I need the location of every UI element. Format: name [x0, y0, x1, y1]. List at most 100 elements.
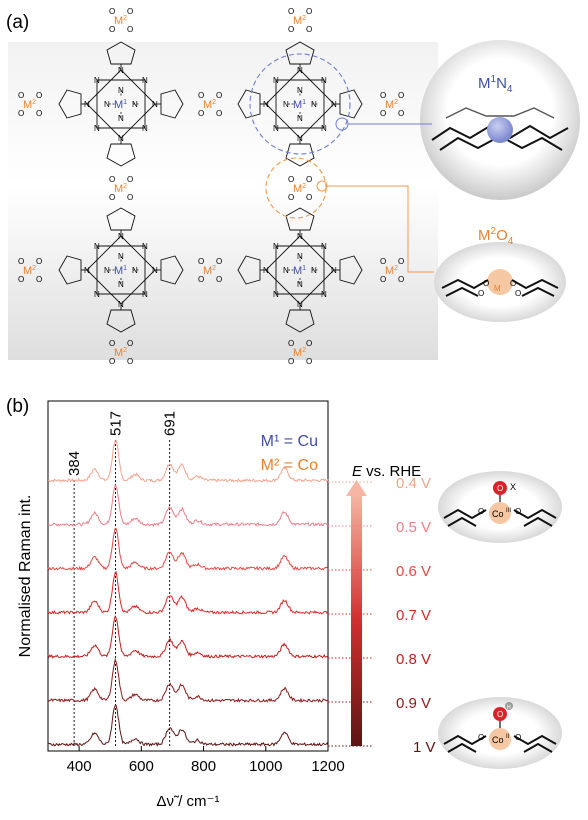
oxygen-atom: O	[398, 275, 404, 284]
oxygen-atom: O	[398, 257, 404, 266]
oxygen-atom: O	[398, 109, 404, 118]
metal2-label: M2	[114, 347, 127, 359]
oxygen-atom: O	[198, 257, 204, 266]
nitrogen-atom: N	[263, 266, 269, 275]
nitrogen-atom: N	[104, 100, 110, 109]
x-tick-label: 1000	[249, 758, 282, 775]
nitrogen-atom: N	[297, 280, 303, 289]
nitrogen-atom: N	[94, 124, 100, 133]
m2o4-molecule: O O O O M	[441, 269, 559, 298]
svg-text:O: O	[515, 289, 521, 298]
svg-text:O: O	[478, 289, 484, 298]
nitrogen-atom: N	[297, 252, 303, 261]
oxygen-atom: O	[109, 7, 115, 16]
peak-labels: 384 517 691	[66, 411, 179, 476]
nitrogen-atom: N	[321, 290, 327, 299]
potential-axis-title: E vs. RHE	[352, 463, 421, 480]
svg-text:M: M	[494, 284, 501, 293]
nitrogen-atom: N	[331, 100, 337, 109]
oxygen-atom: O	[36, 109, 42, 118]
nitrogen-atom: N	[273, 242, 279, 251]
svg-text:III: III	[506, 508, 511, 514]
svg-text:O: O	[483, 279, 489, 288]
spectrum-line	[47, 571, 329, 615]
potential-label: 0.7 V	[396, 607, 431, 624]
svg-text:O: O	[510, 279, 516, 288]
inset-m1n4: M1N4	[420, 40, 580, 200]
oxygen-atom: O	[18, 91, 24, 100]
plot-frame	[47, 400, 329, 752]
x-tick-label: 400	[67, 758, 92, 775]
nitrogen-atom: N	[297, 134, 303, 143]
spectrum-line	[47, 657, 329, 703]
nitrogen-atom: N	[94, 76, 100, 85]
nitrogen-atom: N	[273, 124, 279, 133]
inset-m2o4: O O O O M M2O4	[434, 226, 566, 322]
oxygen-atom: O	[109, 193, 115, 202]
nitrogen-atom: N	[311, 266, 317, 275]
oxygen-atom: O	[127, 193, 133, 202]
nitrogen-atom: N	[118, 280, 124, 289]
metal2-label: M2	[23, 265, 36, 277]
metal2-label: M2	[385, 99, 398, 111]
metal2-label: M2	[114, 183, 127, 195]
oxygen-atom: O	[288, 357, 294, 366]
oxygen-atom: O	[306, 357, 312, 366]
oxygen-atom: O	[216, 275, 222, 284]
raman-chart: 400 600 800 1000 1200 Δν̃ / cm⁻¹ Normalised …	[17, 400, 345, 810]
nitrogen-atom: N	[297, 66, 303, 75]
spectrum-line	[47, 705, 329, 748]
hydrogen-atom	[505, 702, 513, 710]
oxygen-atom: O	[127, 339, 133, 348]
svg-text:O: O	[515, 733, 521, 742]
nitrogen-atom: N	[273, 76, 279, 85]
metal1-label: M1	[293, 99, 306, 111]
metal2-label: M2	[293, 347, 306, 359]
nitrogen-atom: N	[273, 290, 279, 299]
svg-text:O: O	[478, 733, 484, 742]
nitrogen-atom: N	[283, 266, 289, 275]
oxygen-atom: O	[398, 91, 404, 100]
oxygen-atom: O	[109, 339, 115, 348]
nitrogen-atom: N	[142, 124, 148, 133]
nitrogen-atom: N	[152, 266, 158, 275]
oxygen-atom: O	[198, 275, 204, 284]
oxygen-atom: O	[216, 109, 222, 118]
metal1-label: M1	[293, 265, 306, 277]
nitrogen-atom: N	[94, 290, 100, 299]
oxygen-atom: O	[36, 91, 42, 100]
nitrogen-atom: N	[142, 290, 148, 299]
nitrogen-atom: N	[118, 114, 124, 123]
nitrogen-atom: N	[297, 300, 303, 309]
oxygen-atom: O	[198, 91, 204, 100]
spectra	[47, 439, 329, 748]
nitrogen-atom: N	[104, 266, 110, 275]
nitrogen-atom: N	[297, 232, 303, 241]
potential-labels: 0.4 V 0.5 V 0.6 V 0.7 V 0.8 V 0.9 V 1 V	[328, 475, 436, 756]
svg-text:O: O	[497, 710, 503, 719]
metal2-label: M2	[293, 183, 306, 195]
highlight-m2o4-circle	[265, 157, 327, 219]
nitrogen-atom: N	[152, 100, 158, 109]
oxygen-atom: O	[109, 175, 115, 184]
svg-text:O: O	[497, 484, 503, 493]
oxygen-atom: O	[198, 109, 204, 118]
nitrogen-atom: N	[321, 124, 327, 133]
oxygen-atom: O	[18, 109, 24, 118]
oxygen-atom: O	[288, 175, 294, 184]
nitrogen-atom: N	[132, 266, 138, 275]
peak-label: 517	[108, 411, 125, 436]
nitrogen-atom: N	[297, 86, 303, 95]
metal1-label: M1	[114, 265, 127, 277]
metal2-label: M2	[385, 265, 398, 277]
oxygen-atom: O	[380, 109, 386, 118]
potential-label: 1 V	[413, 739, 436, 756]
metal1-label: M1	[114, 99, 127, 111]
oxygen-atom: O	[380, 91, 386, 100]
spectrum-line	[47, 615, 329, 659]
oxygen-atom: O	[288, 7, 294, 16]
spectrum-line	[47, 483, 329, 527]
potential-label: 0.8 V	[396, 651, 431, 668]
